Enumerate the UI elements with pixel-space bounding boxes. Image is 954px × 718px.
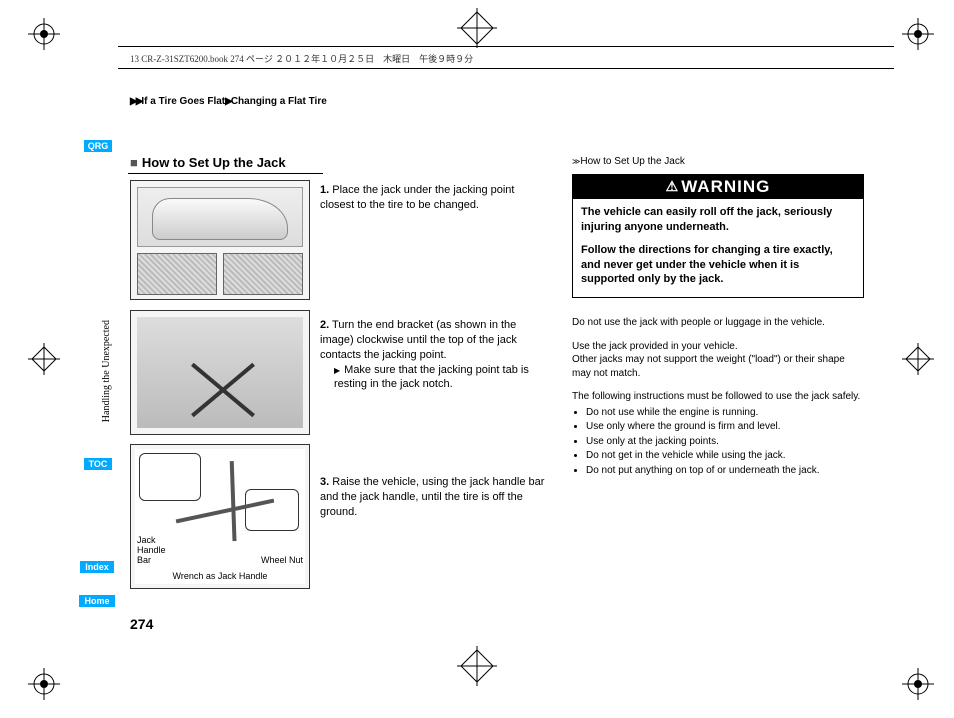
warning-text: The vehicle can easily roll off the jack… <box>581 205 855 235</box>
figure-jack-handle: Jack Handle Bar Wheel Nut Wrench as Jack… <box>130 444 310 589</box>
page-number: 274 <box>130 616 153 632</box>
header-rule <box>118 46 894 47</box>
crop-mark-icon <box>902 18 934 50</box>
nav-home-button[interactable]: Home <box>79 595 115 607</box>
note-text: The following instructions must be follo… <box>572 390 866 404</box>
note-text: Use the jack provided in your vehicle. O… <box>572 340 866 381</box>
scissor-jack-icon <box>183 360 263 420</box>
registration-mark-icon <box>457 8 497 48</box>
breadcrumb-item: If a Tire Goes Flat <box>141 96 225 107</box>
figure-label: Wheel Nut <box>261 556 303 566</box>
side-heading: ≫How to Set Up the Jack <box>572 156 685 167</box>
crop-mark-icon <box>28 343 60 375</box>
step-text: Turn the end bracket (as shown in the im… <box>320 319 517 361</box>
section-title-text: How to Set Up the Jack <box>142 155 286 170</box>
safety-bullet-list: Do not use while the engine is running. … <box>572 406 866 478</box>
registration-mark-icon <box>457 646 497 686</box>
chapter-label: Handling the Unexpected <box>101 320 112 422</box>
warning-header: ⚠WARNING <box>573 175 863 199</box>
nav-toc-button[interactable]: TOC <box>84 458 112 470</box>
nav-label: Home <box>84 596 109 606</box>
print-meta-line: 13 CR-Z-31SZT6200.book 274 ページ ２０１２年１０月２… <box>130 52 473 65</box>
safety-notes: Do not use the jack with people or lugga… <box>572 316 866 478</box>
step-text: Raise the vehicle, using the jack handle… <box>320 476 544 518</box>
step-sub-text: Make sure that the jacking point tab is … <box>320 363 550 393</box>
nav-label: TOC <box>89 459 108 469</box>
warning-title: WARNING <box>681 177 770 196</box>
warning-body: The vehicle can easily roll off the jack… <box>573 199 863 297</box>
chevron-icon: ▶▶ <box>130 96 141 107</box>
nav-index-button[interactable]: Index <box>80 561 114 573</box>
figure-jacking-points <box>130 180 310 300</box>
section-title: ■ How to Set Up the Jack <box>130 155 286 170</box>
crop-mark-icon <box>28 668 60 700</box>
figure-insets <box>137 253 303 295</box>
step-2: 2. Turn the end bracket (as shown in the… <box>320 318 550 392</box>
figure-label: Wrench as Jack Handle <box>173 572 268 582</box>
title-underline <box>128 173 323 174</box>
figure-label: Jack Handle Bar <box>137 536 166 566</box>
car-silhouette-icon <box>137 187 303 247</box>
square-bullet-icon: ■ <box>130 155 138 170</box>
step-3: 3. Raise the vehicle, using the jack han… <box>320 475 550 520</box>
step-number: 2. <box>320 319 329 331</box>
list-item: Do not use while the engine is running. <box>586 406 866 420</box>
warning-box: ⚠WARNING The vehicle can easily roll off… <box>572 174 864 298</box>
warning-triangle-icon: ⚠ <box>666 178 680 194</box>
side-heading-text: How to Set Up the Jack <box>580 156 685 167</box>
warning-text: Follow the directions for changing a tir… <box>581 243 855 288</box>
breadcrumb: ▶▶If a Tire Goes Flat▶Changing a Flat Ti… <box>130 96 327 107</box>
nav-label: QRG <box>88 141 109 151</box>
figure-jack-under-car <box>130 310 310 435</box>
breadcrumb-item: Changing a Flat Tire <box>231 96 327 107</box>
crop-mark-icon <box>28 18 60 50</box>
nav-qrg-button[interactable]: QRG <box>84 140 112 152</box>
list-item: Do not get in the vehicle while using th… <box>586 449 866 463</box>
nav-label: Index <box>85 562 109 572</box>
callout-bubble <box>139 453 201 501</box>
header-rule <box>118 68 894 69</box>
crop-mark-icon <box>902 343 934 375</box>
step-number: 3. <box>320 476 329 488</box>
step-text: Place the jack under the jacking point c… <box>320 184 514 211</box>
list-item: Use only where the ground is firm and le… <box>586 420 866 434</box>
step-1: 1. Place the jack under the jacking poin… <box>320 183 550 213</box>
list-item: Do not put anything on top of or underne… <box>586 464 866 478</box>
note-text: Do not use the jack with people or lugga… <box>572 316 866 330</box>
crop-mark-icon <box>902 668 934 700</box>
list-item: Use only at the jacking points. <box>586 435 866 449</box>
step-number: 1. <box>320 184 329 196</box>
callout-bubble <box>245 489 299 531</box>
